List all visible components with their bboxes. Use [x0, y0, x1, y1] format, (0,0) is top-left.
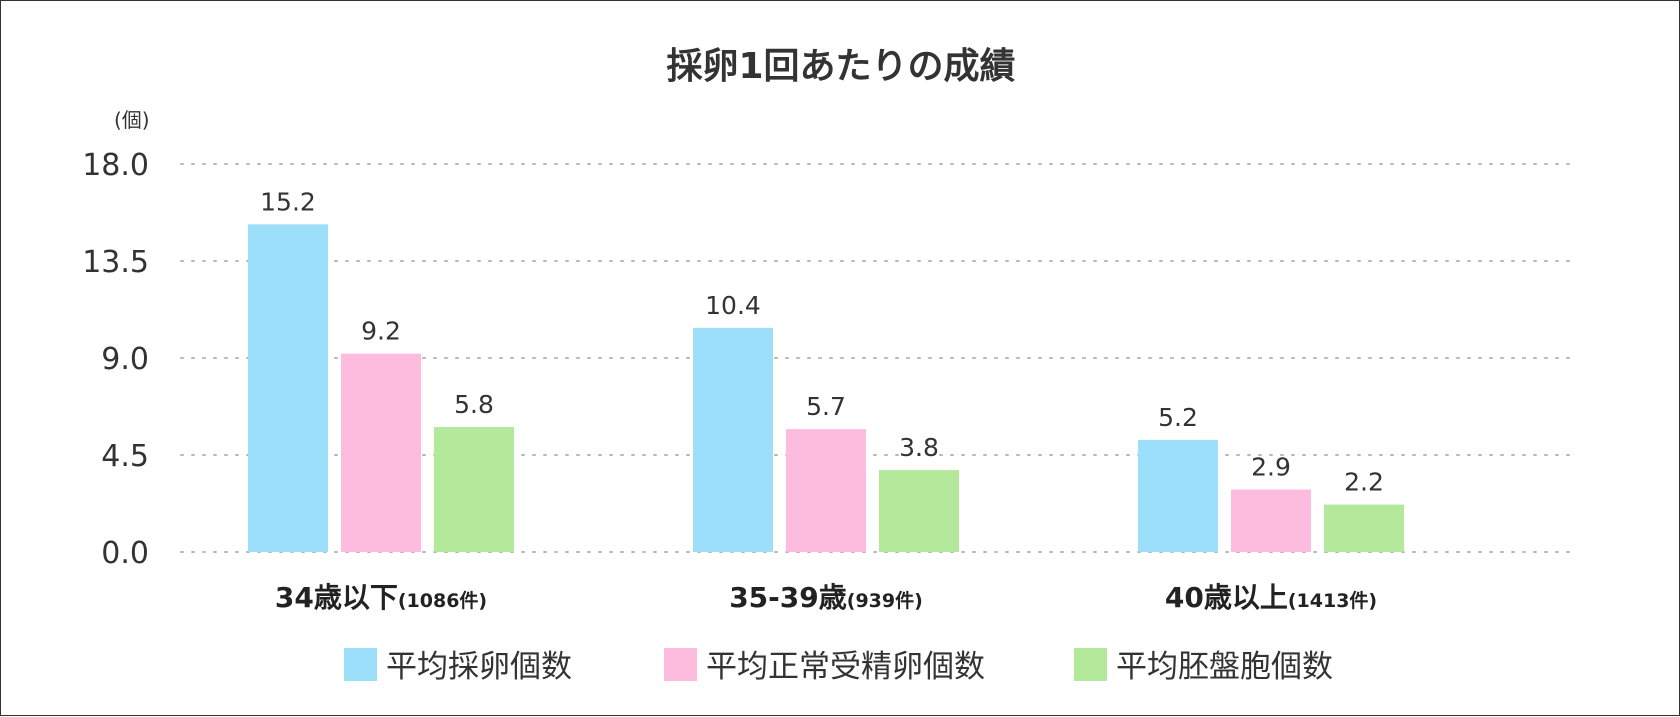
data-label: 5.2	[1158, 403, 1198, 432]
category-name: 35-39歳	[729, 581, 847, 614]
y-tick-label: 13.5	[82, 245, 149, 280]
category-count: (939件)	[847, 589, 923, 612]
legend-label: 平均胚盤胞個数	[1116, 649, 1333, 685]
data-label: 2.9	[1251, 452, 1291, 481]
legend: 平均採卵個数 平均正常受精卵個数 平均胚盤胞個数	[344, 648, 1333, 685]
data-label: 5.8	[454, 390, 494, 419]
bars	[248, 224, 1404, 552]
bar	[341, 353, 421, 552]
category-name: 40歳以上	[1165, 581, 1288, 614]
legend-label: 平均採卵個数	[386, 649, 572, 685]
data-label: 2.2	[1344, 468, 1384, 497]
bar	[248, 224, 328, 552]
y-tick-label: 18.0	[82, 148, 149, 183]
category-name: 34歳以下	[275, 581, 398, 614]
chart-title: 採卵1回あたりの成績	[666, 46, 1015, 87]
y-tick-label: 0.0	[101, 536, 149, 571]
bar	[693, 327, 773, 552]
data-labels: 15.2 9.2 5.8 10.4 5.7 3.8 5.2 2.9 2.2	[260, 187, 1384, 496]
legend-swatch	[344, 648, 377, 681]
data-label: 9.2	[361, 317, 401, 346]
y-tick-label: 9.0	[101, 342, 149, 377]
legend-swatch	[664, 648, 697, 681]
y-axis-unit-label: (個)	[114, 108, 150, 132]
bar	[1324, 504, 1404, 552]
data-label: 15.2	[260, 187, 316, 216]
x-category-label: 40歳以上(1413件)	[1165, 581, 1377, 614]
legend-swatch	[1074, 648, 1107, 681]
x-axis-categories: 34歳以下(1086件) 35-39歳(939件) 40歳以上(1413件)	[275, 581, 1377, 614]
category-count: (1086件)	[398, 589, 487, 612]
data-label: 3.8	[899, 433, 939, 462]
data-label: 10.4	[705, 291, 761, 320]
y-axis-ticks: 0.0 4.5 9.0 13.5 18.0	[82, 148, 149, 571]
bar	[1138, 439, 1218, 552]
bar	[1231, 489, 1311, 552]
bar	[786, 429, 866, 552]
x-category-label: 34歳以下(1086件)	[275, 581, 487, 614]
x-category-label: 35-39歳(939件)	[729, 581, 923, 614]
bar	[434, 426, 514, 552]
bar	[879, 470, 959, 552]
legend-label: 平均正常受精卵個数	[706, 649, 985, 685]
category-count: (1413件)	[1288, 589, 1377, 612]
data-label: 5.7	[806, 392, 846, 421]
y-tick-label: 4.5	[101, 439, 149, 474]
